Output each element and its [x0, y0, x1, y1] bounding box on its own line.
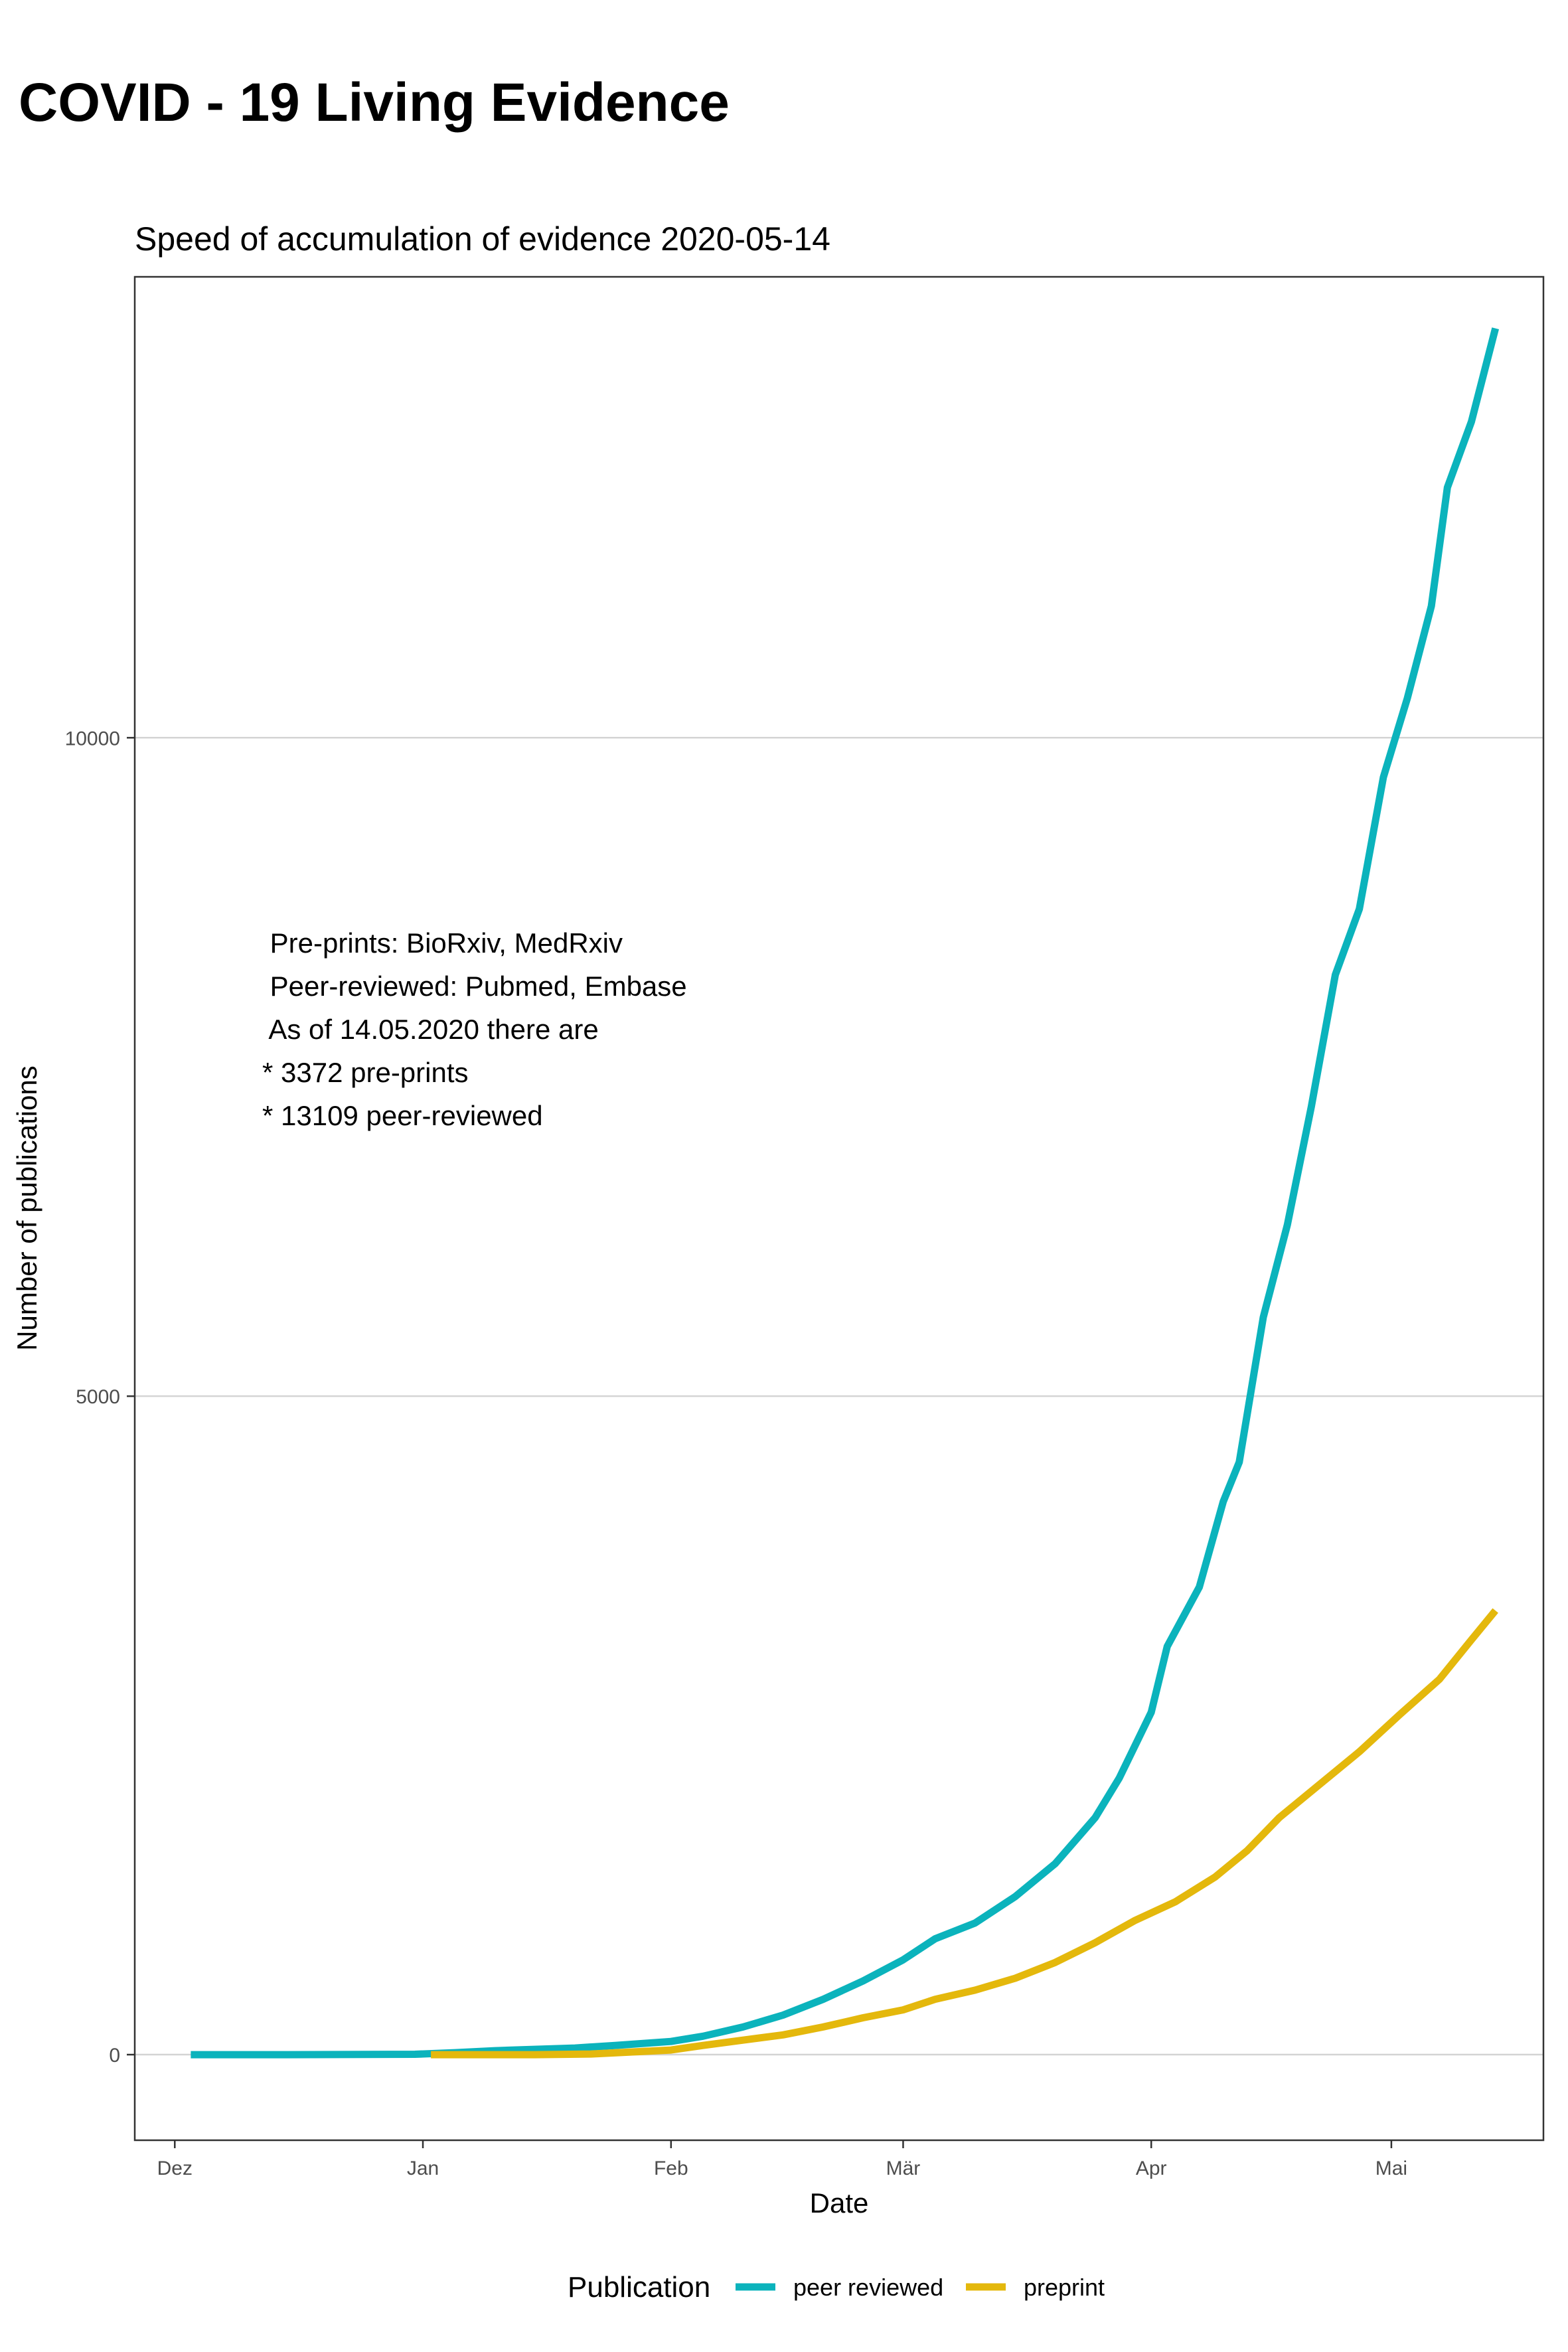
annotation-line: Pre-prints: BioRxiv, MedRxiv	[262, 927, 623, 959]
annotation-text: Pre-prints: BioRxiv, MedRxiv Peer-review…	[262, 927, 687, 1131]
x-tick-label: Feb	[654, 2157, 688, 2179]
plot-panel	[133, 275, 1545, 2142]
series-line-peer-reviewed	[191, 327, 1500, 2059]
annotation-line: Peer-reviewed: Pubmed, Embase	[262, 971, 687, 1002]
y-tick-label: 0	[109, 2045, 120, 2067]
legend-title: Publication	[568, 2271, 710, 2304]
x-tick-label: Dez	[157, 2157, 193, 2179]
series-lines	[191, 327, 1500, 2059]
x-tick-label: Jan	[407, 2157, 439, 2179]
page-title: COVID - 19 Living Evidence	[19, 72, 730, 133]
y-tick-label: 5000	[76, 1386, 120, 1408]
y-tick-label: 10000	[65, 728, 120, 749]
annotation-line: * 13109 peer-reviewed	[262, 1100, 543, 1131]
x-tick-label: Mär	[886, 2157, 921, 2179]
x-tick-label: Apr	[1136, 2157, 1167, 2179]
y-axis-label: Number of publications	[11, 1065, 42, 1351]
x-tick-label: Mai	[1375, 2157, 1407, 2179]
x-axis: Dez Jan Feb Mär Apr Mai	[157, 2140, 1407, 2179]
legend-label-preprint: preprint	[1024, 2274, 1105, 2301]
annotation-line: As of 14.05.2020 there are	[262, 1014, 599, 1045]
chart-title: Speed of accumulation of evidence 2020-0…	[135, 220, 830, 258]
y-axis: 0 5000 10000	[65, 728, 135, 2067]
x-axis-label: Date	[810, 2187, 869, 2219]
legend-label-peer-reviewed: peer reviewed	[793, 2274, 943, 2301]
legend: Publication peer reviewed preprint	[568, 2271, 1105, 2304]
series-line-preprint	[431, 1608, 1498, 2059]
annotation-line: * 3372 pre-prints	[262, 1057, 469, 1088]
